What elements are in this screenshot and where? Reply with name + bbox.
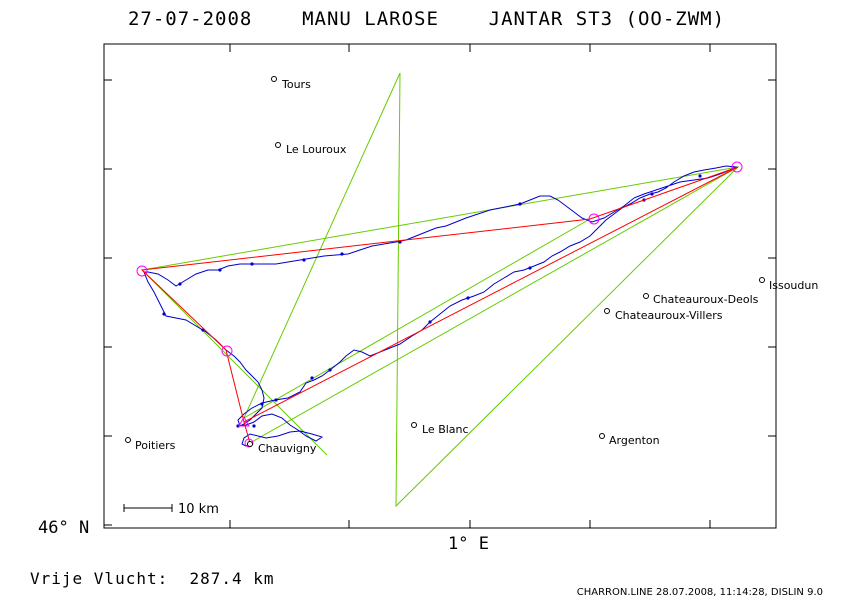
place-label-poitiers: Poitiers <box>135 439 176 452</box>
place-marker-issoudun <box>759 277 765 283</box>
scale-bar-label: 10 km <box>178 502 219 517</box>
place-label-tours: Tours <box>281 78 311 91</box>
turnpoint-3 <box>588 213 600 225</box>
latitude-label: 46° N <box>38 518 89 538</box>
top-axis-ticks <box>229 44 711 52</box>
place-marker-tours <box>271 76 277 82</box>
sector-lines <box>141 72 740 508</box>
place-marker-chateauroux-deols <box>643 293 649 299</box>
place-label-chauvigny: Chauvigny <box>258 442 317 455</box>
turnpoint-1 <box>136 265 148 277</box>
turnpoint-4 <box>731 161 743 173</box>
track-points <box>162 174 702 428</box>
place-label-chateauroux-deols: Chateauroux-Deols <box>653 293 759 306</box>
place-label-issoudun: Issoudun <box>769 279 818 292</box>
place-markers <box>125 76 765 447</box>
place-label-chateauroux-villers: Chateauroux-Villers <box>615 309 723 322</box>
turnpoint-2 <box>221 345 233 357</box>
free-flight-distance: Vrije Vlucht: 287.4 km <box>30 569 275 588</box>
flight-title: 27-07-2008 MANU LAROSE JANTAR ST3 (OO-ZW… <box>127 8 726 30</box>
bottom-axis-ticks <box>229 520 711 528</box>
map-frame <box>103 43 777 529</box>
longitude-label: 1° E <box>448 534 489 554</box>
start-triangle <box>238 415 250 427</box>
place-marker-argenton <box>599 433 605 439</box>
place-label-argenton: Argenton <box>609 434 660 447</box>
place-marker-poitiers <box>125 437 131 443</box>
turnpoint-5 <box>244 438 254 448</box>
scale-bar <box>123 504 173 512</box>
place-marker-le-blanc <box>411 422 417 428</box>
right-axis-ticks <box>768 79 776 437</box>
task-legs <box>140 166 739 444</box>
place-label-le-louroux: Le Louroux <box>286 143 347 156</box>
footer-credit: CHARRON.LINE 28.07.2008, 11:14:28, DISLI… <box>576 587 823 598</box>
place-label-le-blanc: Le Blanc <box>422 423 469 436</box>
flight-track <box>143 165 738 447</box>
place-marker-chauvigny <box>247 441 253 447</box>
turnpoint-markers <box>136 161 743 448</box>
place-marker-chateauroux-villers <box>604 308 610 314</box>
left-axis-ticks <box>104 79 112 526</box>
place-marker-le-louroux <box>275 142 281 148</box>
